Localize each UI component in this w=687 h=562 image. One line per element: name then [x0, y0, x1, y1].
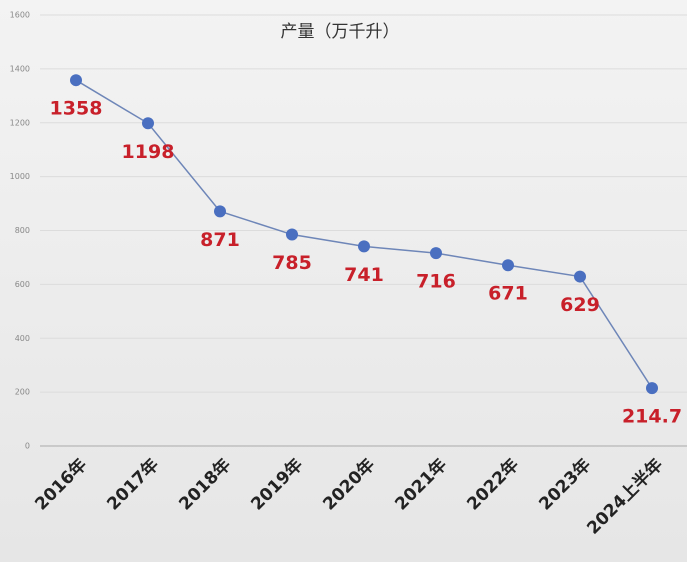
data-point	[214, 205, 226, 218]
value-label: 671	[488, 283, 528, 305]
data-point	[142, 117, 154, 130]
data-point	[430, 247, 442, 260]
data-point	[358, 240, 370, 253]
value-label: 629	[560, 294, 600, 316]
y-tick-label: 400	[15, 334, 30, 343]
data-point	[502, 259, 514, 272]
value-label: 871	[200, 229, 240, 251]
y-tick-label: 800	[15, 226, 30, 235]
y-tick-label: 0	[25, 442, 30, 451]
y-tick-label: 200	[15, 388, 30, 397]
data-point	[646, 382, 658, 395]
data-point	[286, 228, 298, 241]
y-tick-label: 1000	[10, 172, 30, 181]
y-tick-label: 600	[15, 280, 30, 289]
chart-title: 产量（万千升）	[281, 22, 400, 42]
value-label: 716	[416, 271, 456, 293]
y-tick-label: 1600	[10, 11, 30, 20]
value-label: 214.7	[622, 406, 682, 428]
value-label: 1198	[122, 141, 175, 163]
data-point	[574, 270, 586, 283]
value-label: 741	[344, 264, 384, 286]
y-tick-label: 1400	[10, 64, 30, 73]
value-label: 785	[272, 252, 312, 274]
value-label: 1358	[50, 98, 103, 120]
data-point	[70, 74, 82, 87]
y-tick-label: 1200	[10, 118, 30, 127]
